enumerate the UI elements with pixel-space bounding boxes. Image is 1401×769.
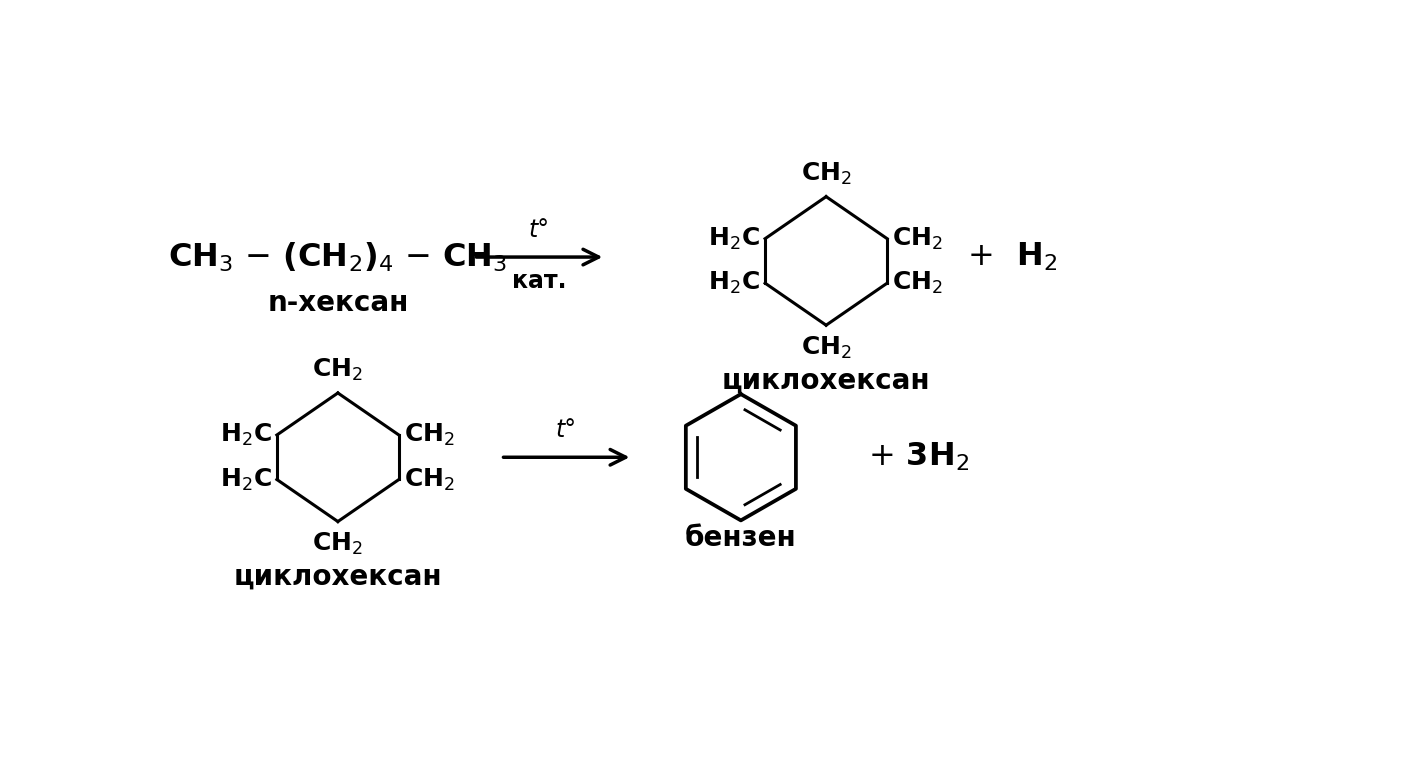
Text: циклохексан: циклохексан <box>234 563 443 591</box>
Text: CH$_2$: CH$_2$ <box>403 422 455 448</box>
Text: n-хексан: n-хексан <box>268 289 409 318</box>
Text: $+$  H$_2$: $+$ H$_2$ <box>967 241 1058 273</box>
Text: CH$_2$: CH$_2$ <box>892 225 943 251</box>
Text: CH$_3$ $-$ (CH$_2$)$_4$ $-$ CH$_3$: CH$_3$ $-$ (CH$_2$)$_4$ $-$ CH$_3$ <box>168 241 507 274</box>
Text: t°: t° <box>528 218 551 241</box>
Text: CH$_2$: CH$_2$ <box>892 270 943 296</box>
Text: кат.: кат. <box>513 268 566 293</box>
Text: CH$_2$: CH$_2$ <box>403 466 455 493</box>
Text: CH$_2$: CH$_2$ <box>801 161 852 187</box>
Text: циклохексан: циклохексан <box>722 366 930 394</box>
Text: H$_2$C: H$_2$C <box>709 270 761 296</box>
Text: $+$ 3H$_2$: $+$ 3H$_2$ <box>869 441 969 474</box>
Text: H$_2$C: H$_2$C <box>709 225 761 251</box>
Text: CH$_2$: CH$_2$ <box>801 335 852 361</box>
Text: CH$_2$: CH$_2$ <box>312 531 363 558</box>
Text: H$_2$C: H$_2$C <box>220 466 272 493</box>
Text: CH$_2$: CH$_2$ <box>312 357 363 383</box>
Text: H$_2$C: H$_2$C <box>220 422 272 448</box>
Text: бензен: бензен <box>685 524 797 552</box>
Text: t°: t° <box>556 418 577 442</box>
